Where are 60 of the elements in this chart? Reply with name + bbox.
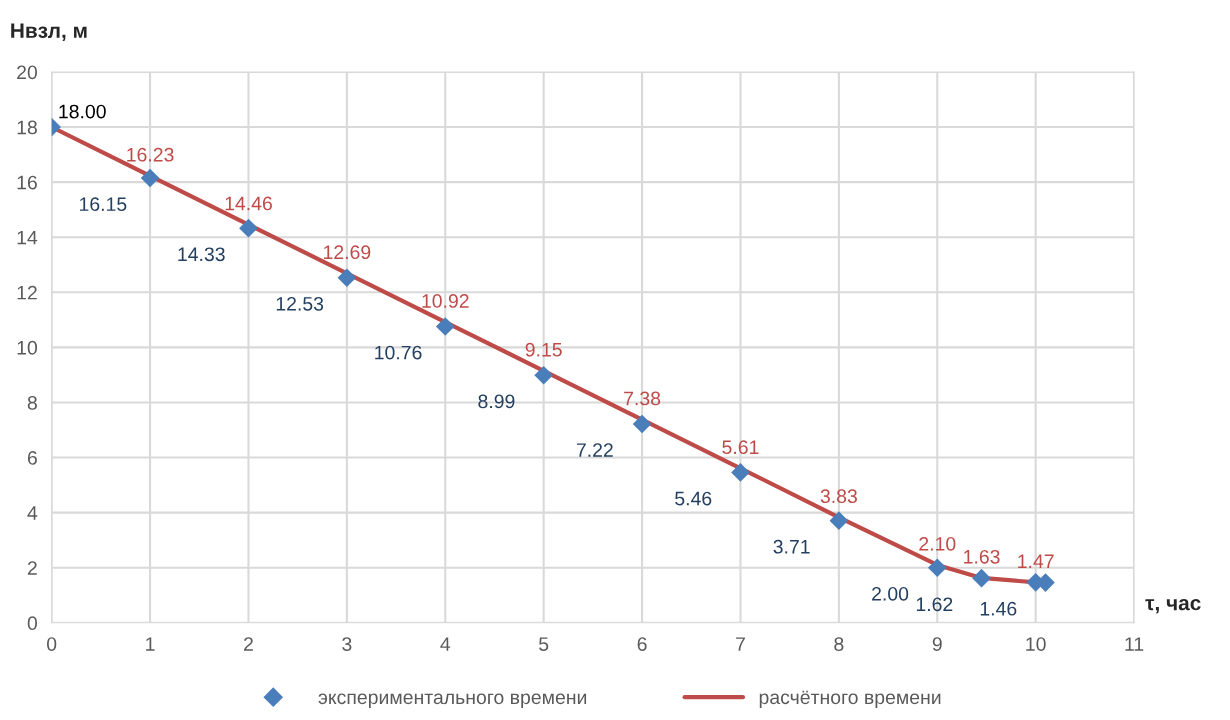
data-label: 1.46 bbox=[980, 601, 1017, 616]
data-label: 7.22 bbox=[576, 443, 613, 457]
point bbox=[731, 463, 750, 482]
data-label: 5.46 bbox=[675, 491, 712, 506]
point bbox=[927, 558, 947, 578]
y-tick-label: 6 bbox=[27, 451, 37, 465]
data-label: 10.92 bbox=[422, 294, 469, 308]
y-tick-label: 20 bbox=[17, 65, 38, 80]
data-label: 14.33 bbox=[178, 247, 225, 262]
x-tick-label: 8 bbox=[834, 637, 844, 651]
point bbox=[972, 568, 991, 588]
annotation: 18.00 bbox=[59, 104, 106, 119]
y-tick-label: 12 bbox=[17, 285, 37, 300]
x-tick-label: 7 bbox=[736, 637, 745, 651]
x-tick-label: 11 bbox=[1125, 637, 1144, 651]
data-label: 8.99 bbox=[478, 394, 515, 409]
x-tick-label: 3 bbox=[342, 637, 352, 651]
x-tick-label: 2 bbox=[244, 637, 253, 651]
x-tick-label: 6 bbox=[637, 637, 647, 651]
data-label: 5.61 bbox=[722, 440, 759, 455]
x-tick-label: 0 bbox=[47, 637, 57, 651]
data-label: 12.69 bbox=[324, 245, 371, 260]
legend-label: экспериментального времени bbox=[318, 693, 587, 708]
point bbox=[829, 511, 849, 530]
point bbox=[239, 218, 258, 238]
y-tick-label: 0 bbox=[27, 616, 38, 631]
x-tick-label: 5 bbox=[539, 637, 549, 651]
data-label: 1.63 bbox=[964, 549, 1000, 564]
x-tick-label: 10 bbox=[1026, 637, 1046, 651]
data-label: 16.15 bbox=[79, 197, 127, 212]
data-label: 9.15 bbox=[525, 342, 562, 357]
data-label: 1.47 bbox=[1018, 554, 1054, 568]
x-tick-label: 9 bbox=[932, 637, 942, 651]
data-label: 2.10 bbox=[919, 536, 956, 551]
data-label: 1.62 bbox=[916, 597, 953, 612]
y-tick-label: 8 bbox=[27, 395, 37, 410]
x-axis-title: τ, час bbox=[1145, 598, 1201, 614]
y-tick-label: 14 bbox=[17, 230, 38, 245]
data-label: 3.71 bbox=[773, 539, 810, 554]
y-tick-label: 4 bbox=[27, 506, 38, 520]
point bbox=[337, 268, 357, 288]
data-label: 12.53 bbox=[276, 296, 324, 311]
data-label: 14.46 bbox=[225, 196, 272, 211]
point bbox=[140, 168, 160, 188]
y-tick-label: 18 bbox=[17, 120, 37, 135]
y-axis-title: Нвзл, м bbox=[11, 23, 87, 42]
y-tick-label: 16 bbox=[17, 175, 37, 190]
x-tick-label: 4 bbox=[440, 637, 451, 651]
data-label: 10.76 bbox=[375, 345, 422, 360]
y-tick-label: 2 bbox=[27, 561, 37, 575]
data-label: 7.38 bbox=[624, 391, 661, 406]
data-label: 2.00 bbox=[872, 586, 909, 601]
legend-label: расчётного времени bbox=[759, 690, 941, 708]
data-label: 3.83 bbox=[820, 489, 857, 504]
x-tick-label: 1 bbox=[146, 637, 155, 651]
y-tick-label: 10 bbox=[17, 340, 38, 355]
point bbox=[534, 365, 553, 385]
data-label: 16.23 bbox=[127, 147, 174, 162]
point bbox=[435, 317, 455, 336]
point bbox=[632, 414, 652, 434]
